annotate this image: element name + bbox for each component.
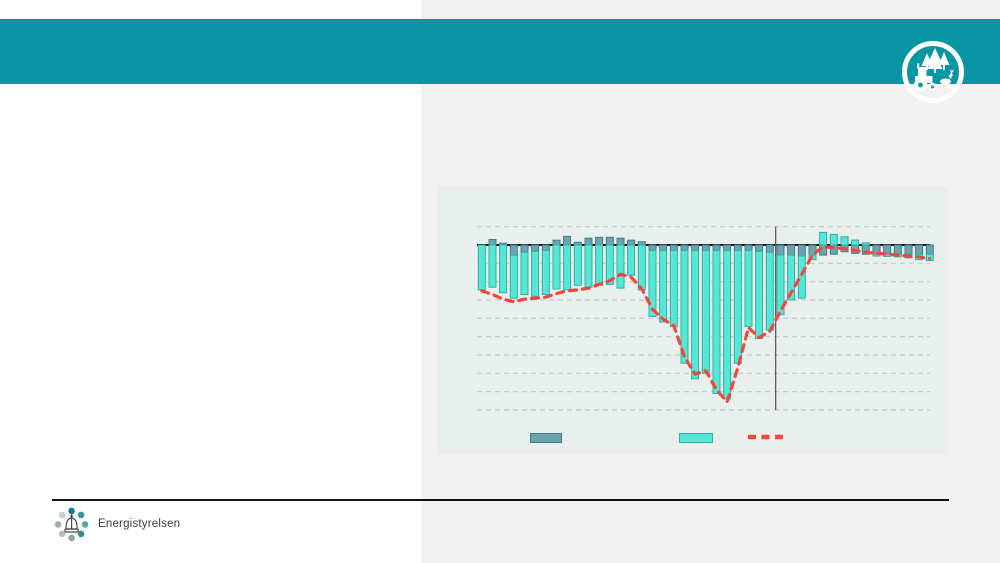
- teal-bar-segment: [563, 244, 572, 291]
- teal-bar-segment: [787, 254, 796, 301]
- teal-bar-segment: [797, 255, 806, 299]
- logo-dot: [77, 530, 85, 538]
- dark-bar-segment: [520, 244, 529, 253]
- teal-bar-segment: [861, 242, 870, 246]
- teal-bar-segment: [840, 236, 849, 246]
- teal-bar-segment: [595, 244, 604, 286]
- dark-bar-segment: [712, 244, 721, 251]
- teal-bar-segment: [605, 244, 614, 285]
- dark-bar-segment: [733, 244, 742, 251]
- dark-bar-segment: [904, 244, 913, 255]
- dark-bar-segment: [787, 244, 796, 256]
- logo-dot: [68, 507, 75, 515]
- teal-bar-segment: [584, 244, 593, 288]
- dark-bar-segment: [776, 244, 785, 256]
- teal-bar-segment: [509, 254, 518, 299]
- teal-bar-segment: [680, 250, 689, 364]
- dark-bar-segment: [627, 239, 636, 246]
- teal-bar-segment: [659, 250, 668, 323]
- teal-bar-segment: [776, 254, 785, 316]
- dark-bar-segment: [680, 244, 689, 251]
- teal-bar-segment: [829, 233, 838, 246]
- teal-bar-segment: [851, 239, 860, 246]
- dark-bar-segment: [915, 244, 924, 255]
- teal-bar-segment: [691, 250, 700, 380]
- dark-bar-segment: [925, 244, 934, 255]
- teal-bar-segment: [499, 244, 508, 294]
- teal-bar-segment: [573, 244, 582, 286]
- crown-icon: [64, 514, 79, 533]
- dark-bar-segment: [659, 244, 668, 251]
- header-band: [0, 19, 1000, 103]
- red-dashed-trend-line: [480, 245, 932, 404]
- teal-bar-segment: [477, 244, 486, 291]
- dark-bar-segment: [765, 244, 774, 253]
- tractor-icon: [914, 63, 937, 92]
- teal-bar-segment: [712, 250, 721, 394]
- dark-bar-segment: [648, 244, 657, 251]
- dark-bar-segment: [616, 237, 625, 246]
- quarterly-stacked-bar-chart: [477, 226, 934, 411]
- dark-bar-segment: [595, 236, 604, 246]
- logo-dot: [58, 511, 66, 519]
- dark-bar-segment: [669, 244, 678, 251]
- logo-dot: [58, 530, 66, 538]
- dark-bar-segment: [797, 244, 806, 257]
- deer-and-pig-icon: [940, 69, 960, 93]
- dark-bar-segment: [723, 244, 732, 251]
- teal-bar-segment: [541, 250, 550, 295]
- tractor-trees-animals-icon: [902, 41, 964, 103]
- dark-bar-segment: [893, 244, 902, 255]
- teal-bar-segment: [552, 244, 561, 290]
- teal-bar-segment: [755, 250, 764, 339]
- teal-bar-segment: [701, 250, 710, 374]
- chart-panel: [437, 186, 948, 455]
- teal-bar-segment: [669, 250, 678, 328]
- dark-bar-segment: [605, 236, 614, 246]
- fir-trees-icon: [921, 48, 950, 73]
- dark-bar-segment: [584, 237, 593, 246]
- teal-bar-segment: [616, 244, 625, 289]
- logo-dot: [77, 511, 85, 519]
- teal-bar-segment: [531, 250, 540, 297]
- logo-dot: [54, 521, 62, 528]
- dark-bar-segment: [563, 235, 572, 246]
- dark-bar-segment: [531, 244, 540, 252]
- dark-bar-segment: [755, 244, 764, 252]
- teal-bar-segment: [744, 250, 753, 328]
- dark-bar-segment: [509, 244, 518, 256]
- teal-bar-segment: [733, 250, 742, 364]
- dark-bar-segment: [701, 244, 710, 251]
- teal-bar-segment: [648, 250, 657, 317]
- footer-divider-line: [52, 499, 949, 501]
- teal-bar-segment: [488, 244, 497, 288]
- logo-dot: [81, 521, 89, 528]
- dark-bar-segment: [744, 244, 753, 251]
- teal-bar-segment: [819, 231, 828, 246]
- dark-bar-segment: [691, 244, 700, 251]
- dark-bar-segment: [552, 239, 561, 246]
- dark-bar-segment: [488, 239, 497, 246]
- teal-bar-segment: [637, 244, 646, 291]
- logo-dot: [68, 534, 75, 542]
- crown-dots-logo-icon: [54, 507, 89, 542]
- dark-bar-segment: [541, 244, 550, 251]
- logo-text: Energistyrelsen: [98, 518, 181, 530]
- teal-bar-segment: [765, 251, 774, 331]
- energistyrelsen-logo: Energistyrelsen: [44, 502, 304, 550]
- teal-bar-segment: [520, 251, 529, 296]
- teal-bar-segment: [723, 250, 732, 400]
- teal-bar-segment: [627, 244, 636, 276]
